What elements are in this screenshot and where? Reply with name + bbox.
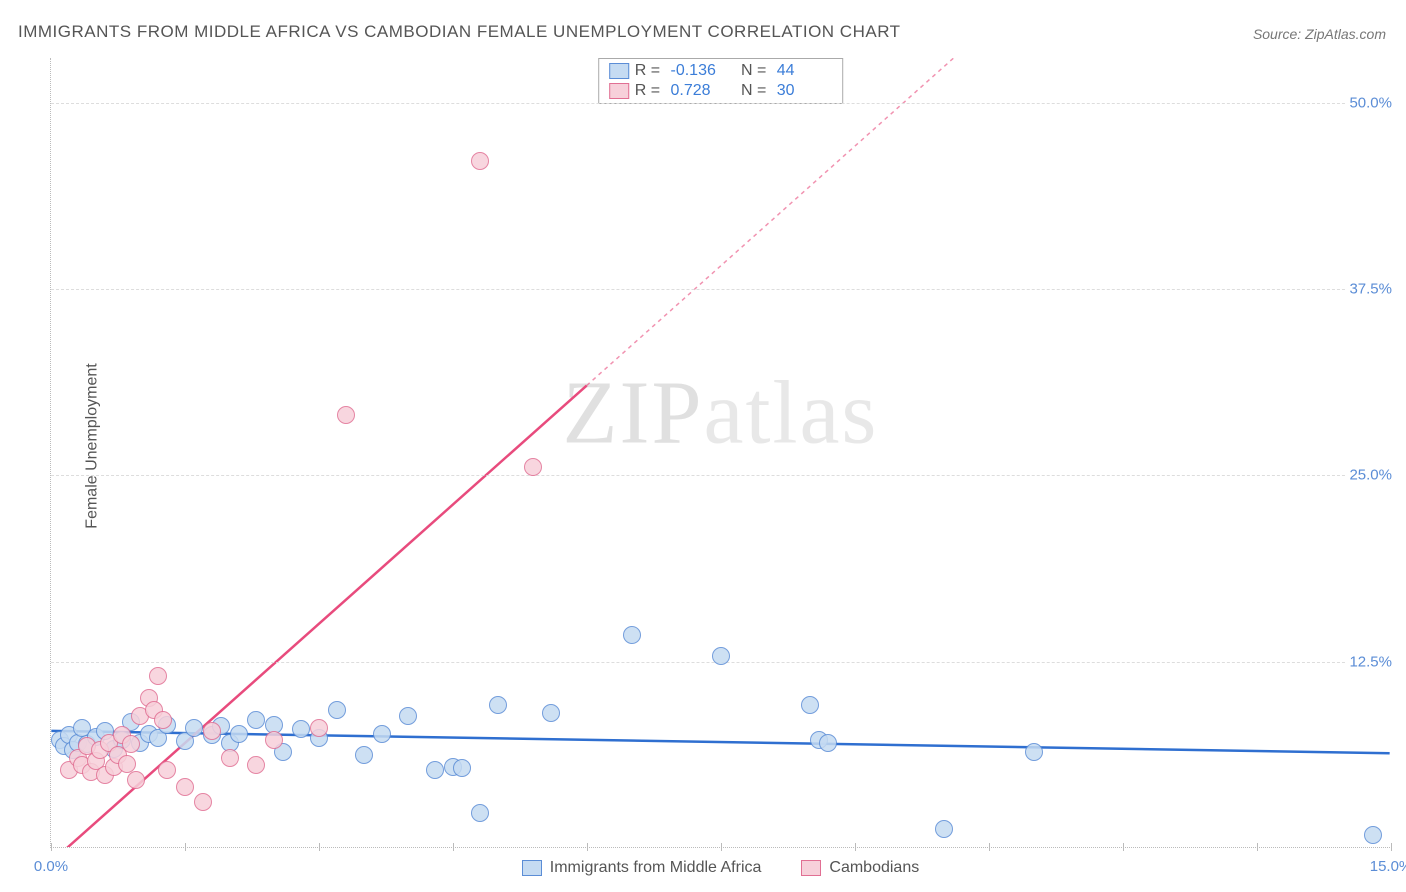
legend-swatch-middle_africa bbox=[609, 63, 629, 79]
data-point-middle_africa bbox=[292, 720, 310, 738]
watermark: ZIPatlas bbox=[563, 362, 879, 465]
scatter-plot-area: ZIPatlas R = -0.136 N = 44R = 0.728 N = … bbox=[50, 58, 1390, 848]
x-tick bbox=[587, 843, 588, 851]
x-tick bbox=[453, 843, 454, 851]
data-point-middle_africa bbox=[489, 696, 507, 714]
gridline-horizontal bbox=[51, 475, 1390, 476]
data-point-middle_africa bbox=[935, 820, 953, 838]
x-tick bbox=[185, 843, 186, 851]
gridline-horizontal bbox=[51, 103, 1390, 104]
data-point-cambodians bbox=[176, 778, 194, 796]
data-point-middle_africa bbox=[801, 696, 819, 714]
data-point-middle_africa bbox=[373, 725, 391, 743]
legend-item-cambodians: Cambodians bbox=[801, 859, 919, 877]
y-tick-label: 50.0% bbox=[1345, 94, 1392, 111]
data-point-cambodians bbox=[127, 771, 145, 789]
legend-swatch-cambodians bbox=[609, 83, 629, 99]
data-point-cambodians bbox=[471, 152, 489, 170]
data-point-middle_africa bbox=[623, 626, 641, 644]
data-point-middle_africa bbox=[399, 707, 417, 725]
trend-line-ext-cambodians bbox=[587, 58, 971, 386]
legend-swatch-cambodians bbox=[801, 860, 821, 876]
legend-r-label: R = bbox=[635, 62, 660, 80]
data-point-cambodians bbox=[118, 755, 136, 773]
x-tick-label: 0.0% bbox=[34, 858, 68, 875]
legend-item-middle_africa: Immigrants from Middle Africa bbox=[522, 859, 762, 877]
data-point-middle_africa bbox=[712, 647, 730, 665]
data-point-cambodians bbox=[221, 749, 239, 767]
legend-r-value-cambodians: 0.728 bbox=[666, 82, 726, 100]
x-tick bbox=[1391, 843, 1392, 851]
data-point-cambodians bbox=[194, 793, 212, 811]
data-point-middle_africa bbox=[1364, 826, 1382, 844]
data-point-cambodians bbox=[203, 722, 221, 740]
data-point-middle_africa bbox=[542, 704, 560, 722]
data-point-cambodians bbox=[158, 761, 176, 779]
trend-line-middle_africa bbox=[51, 731, 1389, 753]
gridline-horizontal bbox=[51, 289, 1390, 290]
correlation-legend: R = -0.136 N = 44R = 0.728 N = 30 bbox=[598, 58, 844, 104]
data-point-cambodians bbox=[247, 756, 265, 774]
legend-swatch-middle_africa bbox=[522, 860, 542, 876]
y-tick-label: 25.0% bbox=[1345, 467, 1392, 484]
data-point-cambodians bbox=[337, 406, 355, 424]
legend-stat-row-middle_africa: R = -0.136 N = 44 bbox=[599, 61, 843, 81]
trend-lines-layer bbox=[51, 58, 1390, 847]
x-tick bbox=[989, 843, 990, 851]
data-point-cambodians bbox=[154, 711, 172, 729]
data-point-middle_africa bbox=[185, 719, 203, 737]
data-point-cambodians bbox=[524, 458, 542, 476]
legend-r-label: R = bbox=[635, 82, 660, 100]
data-point-cambodians bbox=[265, 731, 283, 749]
legend-label-cambodians: Cambodians bbox=[829, 859, 919, 877]
legend-n-value-middle_africa: 44 bbox=[772, 62, 832, 80]
x-tick bbox=[855, 843, 856, 851]
legend-label-middle_africa: Immigrants from Middle Africa bbox=[550, 859, 762, 877]
data-point-cambodians bbox=[122, 735, 140, 753]
y-tick-label: 37.5% bbox=[1345, 281, 1392, 298]
data-point-middle_africa bbox=[819, 734, 837, 752]
data-point-middle_africa bbox=[230, 725, 248, 743]
data-point-middle_africa bbox=[328, 701, 346, 719]
source-attribution: Source: ZipAtlas.com bbox=[1253, 26, 1386, 42]
x-tick bbox=[1257, 843, 1258, 851]
data-point-middle_africa bbox=[471, 804, 489, 822]
data-point-middle_africa bbox=[247, 711, 265, 729]
x-tick bbox=[721, 843, 722, 851]
y-tick-label: 12.5% bbox=[1345, 653, 1392, 670]
legend-stat-row-cambodians: R = 0.728 N = 30 bbox=[599, 81, 843, 101]
data-point-middle_africa bbox=[355, 746, 373, 764]
x-tick bbox=[51, 843, 52, 851]
legend-r-value-middle_africa: -0.136 bbox=[666, 62, 726, 80]
x-tick bbox=[1123, 843, 1124, 851]
data-point-cambodians bbox=[310, 719, 328, 737]
data-point-cambodians bbox=[149, 667, 167, 685]
legend-n-label: N = bbox=[732, 62, 766, 80]
legend-n-value-cambodians: 30 bbox=[772, 82, 832, 100]
data-point-middle_africa bbox=[1025, 743, 1043, 761]
data-point-middle_africa bbox=[426, 761, 444, 779]
x-tick bbox=[319, 843, 320, 851]
legend-n-label: N = bbox=[732, 82, 766, 100]
chart-title: IMMIGRANTS FROM MIDDLE AFRICA VS CAMBODI… bbox=[18, 22, 901, 42]
series-legend: Immigrants from Middle Africa Cambodians bbox=[51, 859, 1390, 877]
data-point-middle_africa bbox=[453, 759, 471, 777]
x-tick-label: 15.0% bbox=[1370, 858, 1406, 875]
